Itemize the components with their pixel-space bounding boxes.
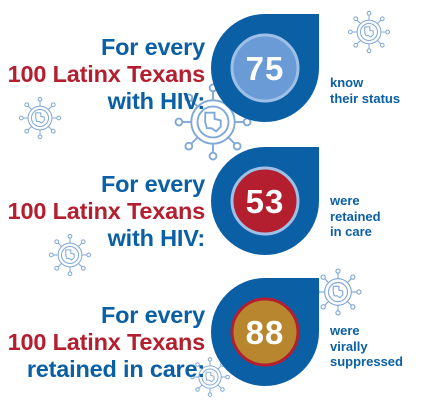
caption-line: virally	[330, 338, 368, 354]
heading-line-3: with HIV:	[107, 225, 206, 251]
stat-caption: were retained in care	[330, 193, 425, 240]
caption-line: retained	[330, 208, 381, 224]
stat-badge: 88	[205, 272, 325, 392]
caption-line: know	[330, 75, 364, 90]
caption-line: were	[330, 193, 360, 208]
stat-number: 53	[245, 183, 285, 220]
section-heading: For every 100 Latinx Texans with HIV:	[0, 171, 206, 252]
section-heading: For every 100 Latinx Texans retained in …	[0, 302, 206, 383]
heading-line-1: For every	[100, 302, 205, 328]
heading-line-3: with HIV:	[107, 88, 206, 114]
stat-badge: 53	[205, 141, 325, 261]
caption-line: in care	[330, 224, 372, 239]
caption-line: their status	[330, 90, 401, 106]
heading-line-1: For every	[100, 34, 205, 60]
caption-line: suppressed	[330, 354, 403, 369]
heading-line-2: 100 Latinx Texans	[7, 198, 206, 224]
stat-number: 88	[245, 314, 285, 351]
stat-section-3: For every 100 Latinx Texans retained in …	[0, 266, 430, 399]
caption-line: were	[330, 323, 360, 338]
stat-caption: know their status	[330, 75, 425, 106]
section-heading: For every 100 Latinx Texans with HIV:	[0, 34, 206, 115]
stat-section-1: For every 100 Latinx Texans with HIV: 75…	[0, 0, 430, 133]
stat-section-2: For every 100 Latinx Texans with HIV: 53…	[0, 133, 430, 266]
stat-badge: 75	[205, 8, 325, 128]
heading-line-1: For every	[100, 171, 205, 197]
heading-line-2: 100 Latinx Texans	[7, 329, 206, 355]
stat-caption: were virally suppressed	[330, 323, 425, 370]
heading-line-2: 100 Latinx Texans	[7, 61, 206, 87]
heading-line-3: retained in care:	[26, 356, 205, 382]
stat-number: 75	[245, 50, 285, 87]
